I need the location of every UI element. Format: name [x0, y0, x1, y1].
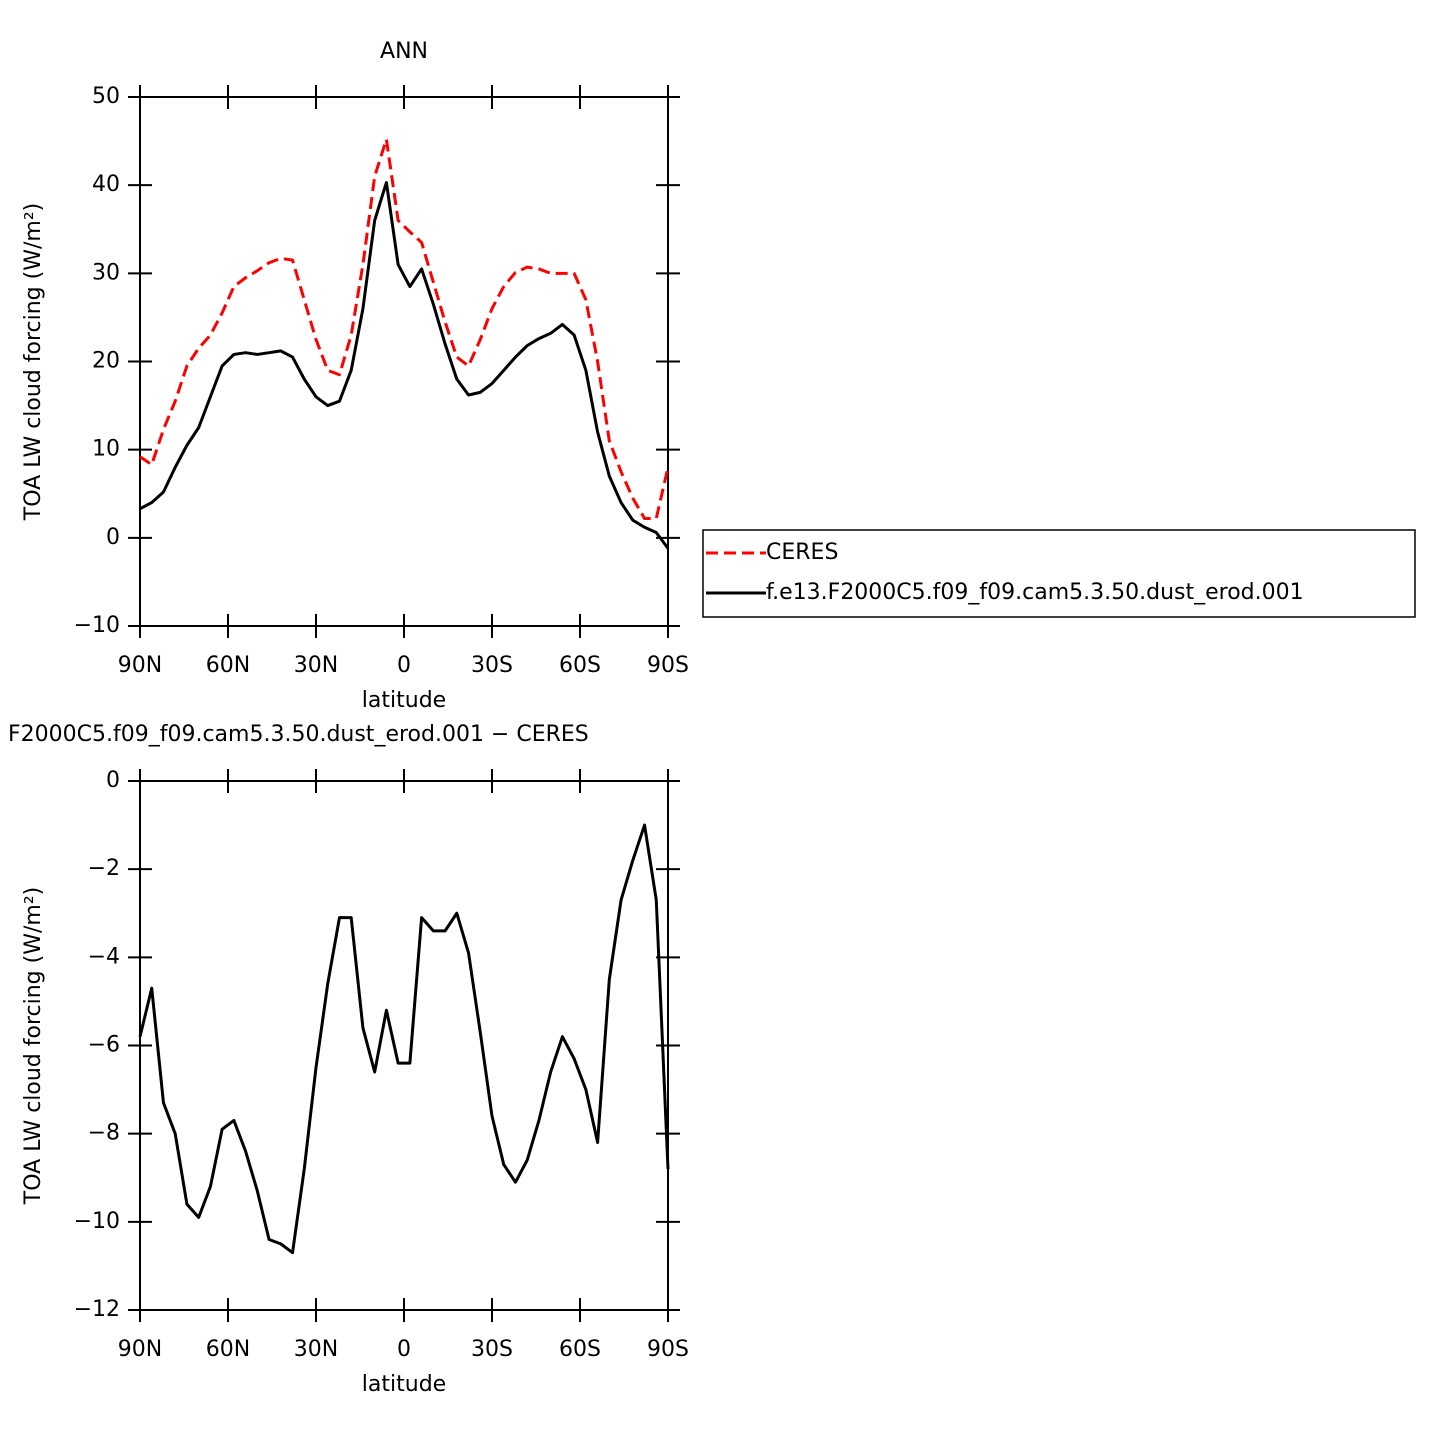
- panel: F2000C5.f09_f09.cam5.3.50.dust_erod.001 …: [8, 722, 689, 1397]
- y-tick-label: −4: [88, 944, 120, 969]
- x-tick-label: 90S: [647, 653, 689, 678]
- x-tick-label: 30S: [471, 653, 513, 678]
- y-tick-label: 50: [92, 84, 120, 109]
- legend: CERES f.e13.F2000C5.f09_f09.cam5.3.50.dus…: [702, 529, 1416, 618]
- x-tick-label: 60S: [559, 653, 601, 678]
- y-tick-label: 0: [106, 768, 120, 793]
- plot-frame: [139, 780, 669, 1311]
- x-tick-label: 0: [397, 1337, 411, 1362]
- y-tick-label: −10: [74, 613, 120, 638]
- data-line: [139, 181, 670, 550]
- legend-frame: [702, 529, 1416, 618]
- x-tick-label: 30N: [294, 653, 338, 678]
- y-tick-label: 10: [92, 437, 120, 462]
- y-tick-label: 30: [92, 260, 120, 285]
- y-tick-label: −2: [88, 856, 120, 881]
- x-tick-label: 60N: [206, 1337, 250, 1362]
- plot-frame: [139, 96, 669, 627]
- y-axis-label: TOA LW cloud forcing (W/m²): [21, 203, 46, 521]
- legend-label: CERES: [766, 540, 838, 565]
- x-tick-label: 60S: [559, 1337, 601, 1362]
- x-axis-label: latitude: [362, 1372, 446, 1397]
- x-tick-label: 90S: [647, 1337, 689, 1362]
- y-tick-label: 0: [106, 525, 120, 550]
- x-tick-label: 0: [397, 653, 411, 678]
- chart-title: F2000C5.f09_f09.cam5.3.50.dust_erod.001 …: [8, 722, 589, 747]
- legend-label: f.e13.F2000C5.f09_f09.cam5.3.50.dust_ero…: [766, 580, 1304, 605]
- data-line: [139, 137, 670, 520]
- data-line: [138, 823, 670, 1255]
- x-tick-label: 60N: [206, 653, 250, 678]
- x-axis-label: latitude: [362, 688, 446, 713]
- x-tick-label: 30S: [471, 1337, 513, 1362]
- x-tick-label: 90N: [118, 1337, 162, 1362]
- x-tick-label: 30N: [294, 1337, 338, 1362]
- panel: ANN −10 0 10 20 30 40 50 90N 60N 30N 0 30S 60S 90S lati…: [21, 39, 1416, 713]
- chart-title: ANN: [380, 39, 428, 64]
- x-tick-label: 90N: [118, 653, 162, 678]
- y-tick-label: 20: [92, 349, 120, 374]
- y-tick-label: −8: [88, 1121, 120, 1146]
- y-axis-label: TOA LW cloud forcing (W/m²): [21, 887, 46, 1205]
- y-tick-label: −10: [74, 1209, 120, 1234]
- y-tick-label: −12: [74, 1297, 120, 1322]
- y-tick-label: −6: [88, 1033, 120, 1058]
- y-tick-label: 40: [92, 172, 120, 197]
